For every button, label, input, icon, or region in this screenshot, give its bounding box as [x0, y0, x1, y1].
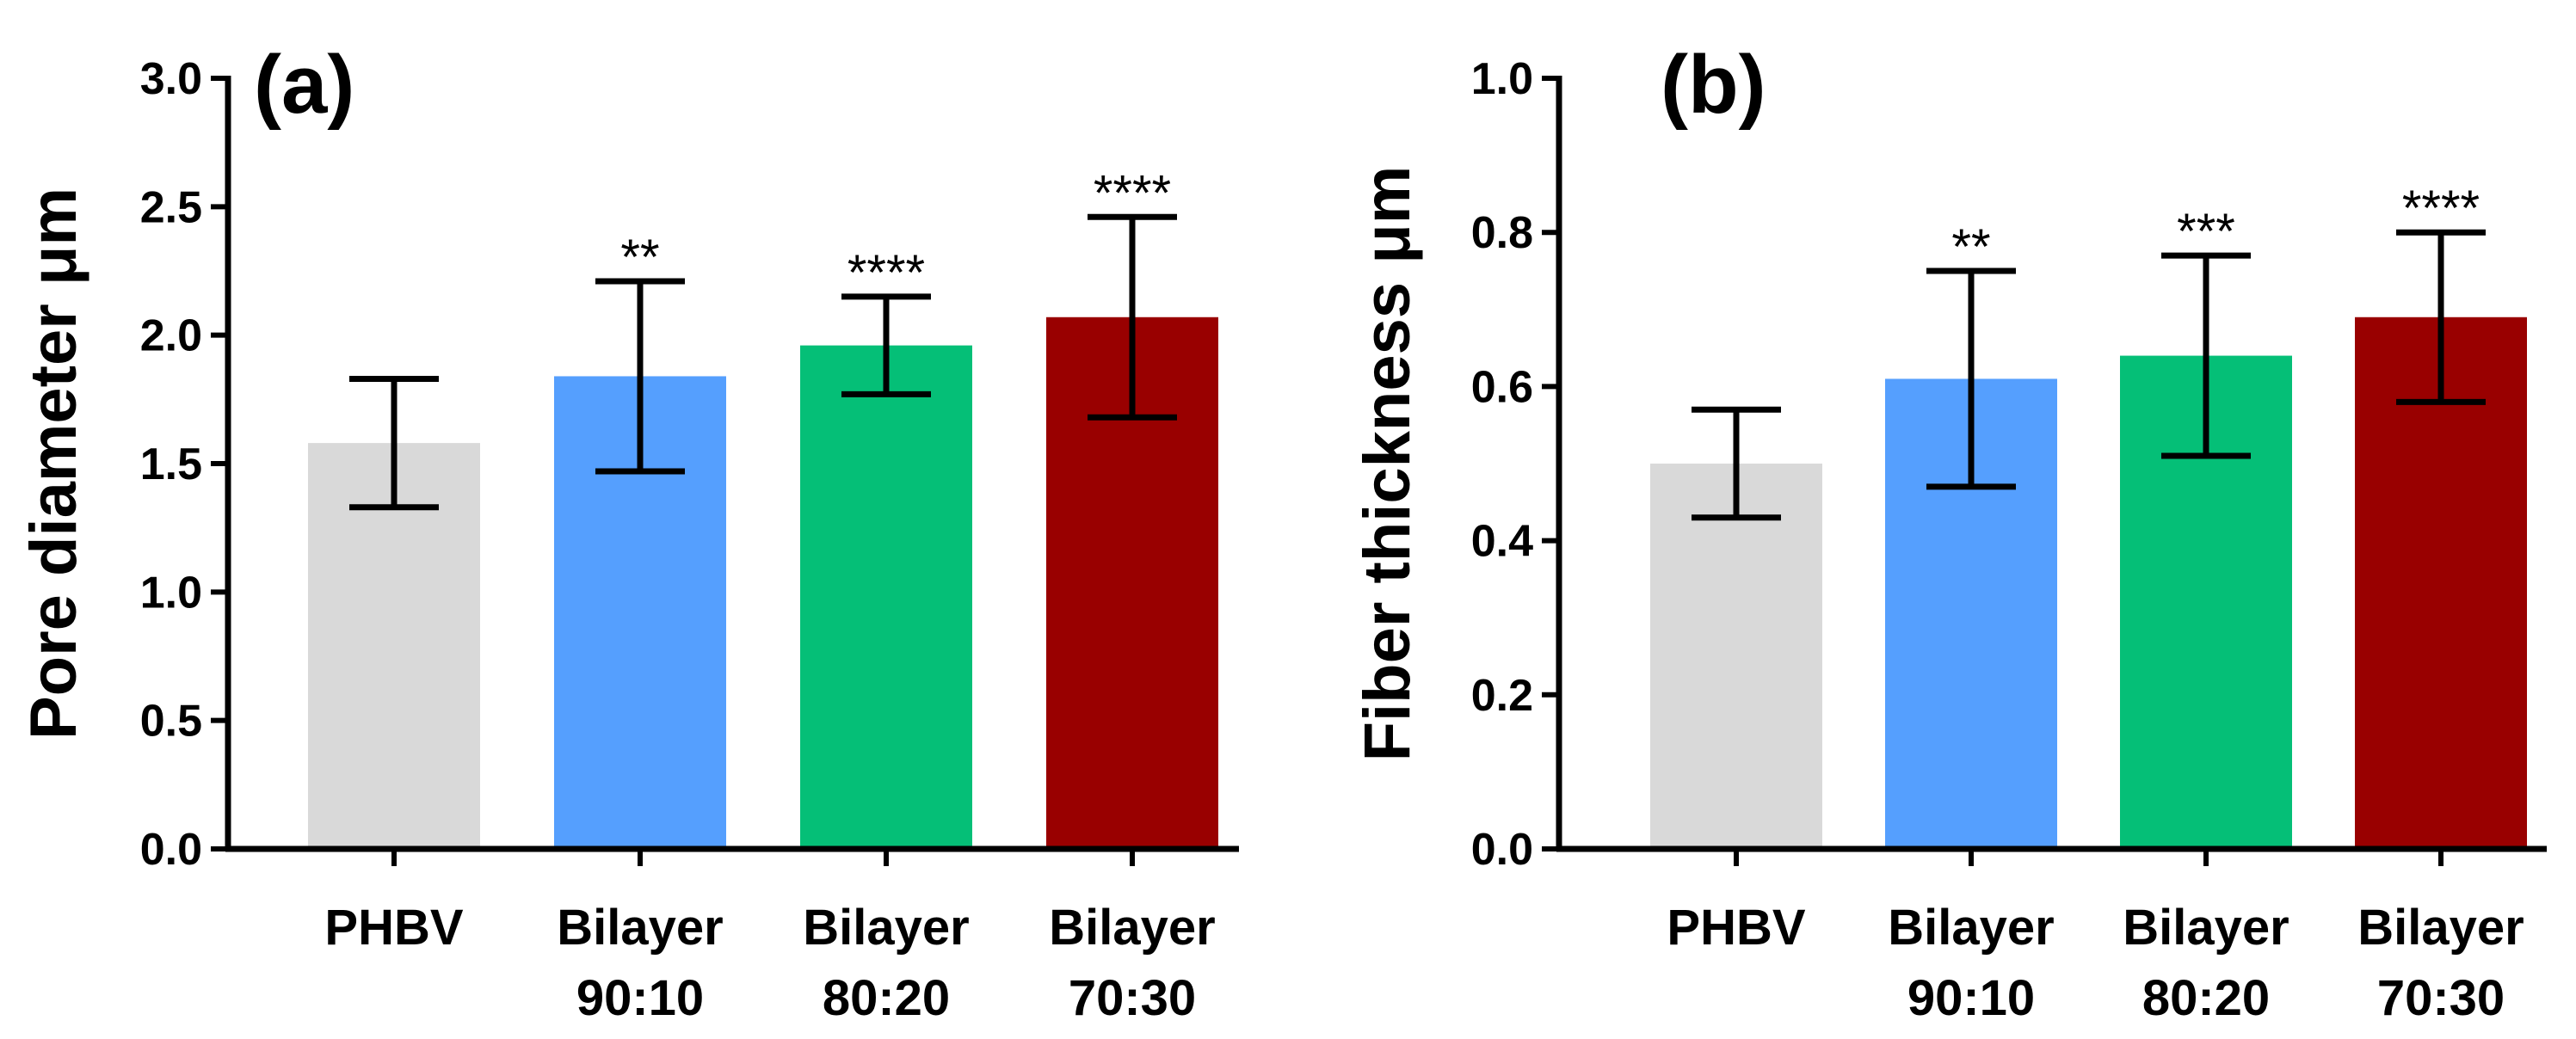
error-bar-3 [2396, 229, 2486, 405]
category-label-1-line1: Bilayer [1888, 900, 2054, 956]
y-tick-label-2: 1.0 [140, 568, 202, 618]
bar-3 [2355, 317, 2527, 849]
chart-panel-a: PHBV ** Bilayer 90:10 **** Bilayer 80:20 **** Bi… [17, 39, 1239, 1026]
y-tick-label-4: 0.8 [1471, 208, 1533, 258]
error-bar-2 [841, 293, 931, 397]
error-bar-1 [1926, 267, 2016, 490]
chart-panel-b: PHBV ** Bilayer 90:10 *** Bilayer 80:20 **** Bil… [1351, 39, 2547, 1026]
error-bar-0 [349, 375, 439, 511]
category-label-2-line2: 80:20 [823, 970, 950, 1026]
significance-label-3: **** [1094, 165, 1171, 221]
category-label-3-line2: 70:30 [1069, 970, 1196, 1026]
bar-0 [1650, 464, 1822, 849]
significance-label-3: **** [2402, 181, 2480, 237]
y-tick-label-0: 0.0 [140, 825, 202, 875]
bar-0 [308, 443, 480, 849]
category-label-0-line1: PHBV [324, 900, 463, 956]
y-axis-title: Fiber thickness μm [1351, 166, 1424, 762]
error-bar-2 [2161, 252, 2251, 459]
significance-label-1: ** [620, 230, 659, 286]
y-tick-label-5: 1.0 [1471, 54, 1533, 104]
category-label-3-line1: Bilayer [2357, 900, 2524, 956]
y-axis-title: Pore diameter μm [17, 188, 90, 740]
category-label-1-line2: 90:10 [1907, 970, 2035, 1026]
error-bar-0 [1692, 406, 1781, 521]
significance-label-2: *** [2177, 204, 2235, 260]
panel-label: (a) [254, 39, 354, 131]
y-tick-label-0: 0.0 [1471, 825, 1533, 875]
y-tick-label-6: 3.0 [140, 54, 202, 104]
y-tick-label-4: 2.0 [140, 311, 202, 361]
panel-label: (b) [1661, 39, 1766, 131]
category-label-2-line1: Bilayer [803, 900, 969, 956]
error-bar-1 [595, 278, 685, 475]
category-label-0-line1: PHBV [1667, 900, 1805, 956]
category-label-2-line2: 80:20 [2142, 970, 2270, 1026]
y-tick-label-1: 0.2 [1471, 671, 1533, 721]
error-bar-3 [1088, 213, 1177, 421]
category-label-1-line1: Bilayer [557, 900, 723, 956]
y-tick-label-3: 0.6 [1471, 362, 1533, 412]
significance-label-1: ** [1951, 219, 1990, 275]
category-label-3-line1: Bilayer [1049, 900, 1215, 956]
y-tick-label-1: 0.5 [140, 697, 202, 747]
y-tick-label-3: 1.5 [140, 440, 202, 489]
y-tick-label-5: 2.5 [140, 182, 202, 232]
bar-2 [800, 345, 972, 849]
y-tick-label-2: 0.4 [1471, 517, 1533, 567]
category-label-2-line1: Bilayer [2123, 900, 2289, 956]
category-label-3-line2: 70:30 [2377, 970, 2505, 1026]
significance-label-2: **** [847, 245, 925, 301]
category-label-1-line2: 90:10 [576, 970, 704, 1026]
